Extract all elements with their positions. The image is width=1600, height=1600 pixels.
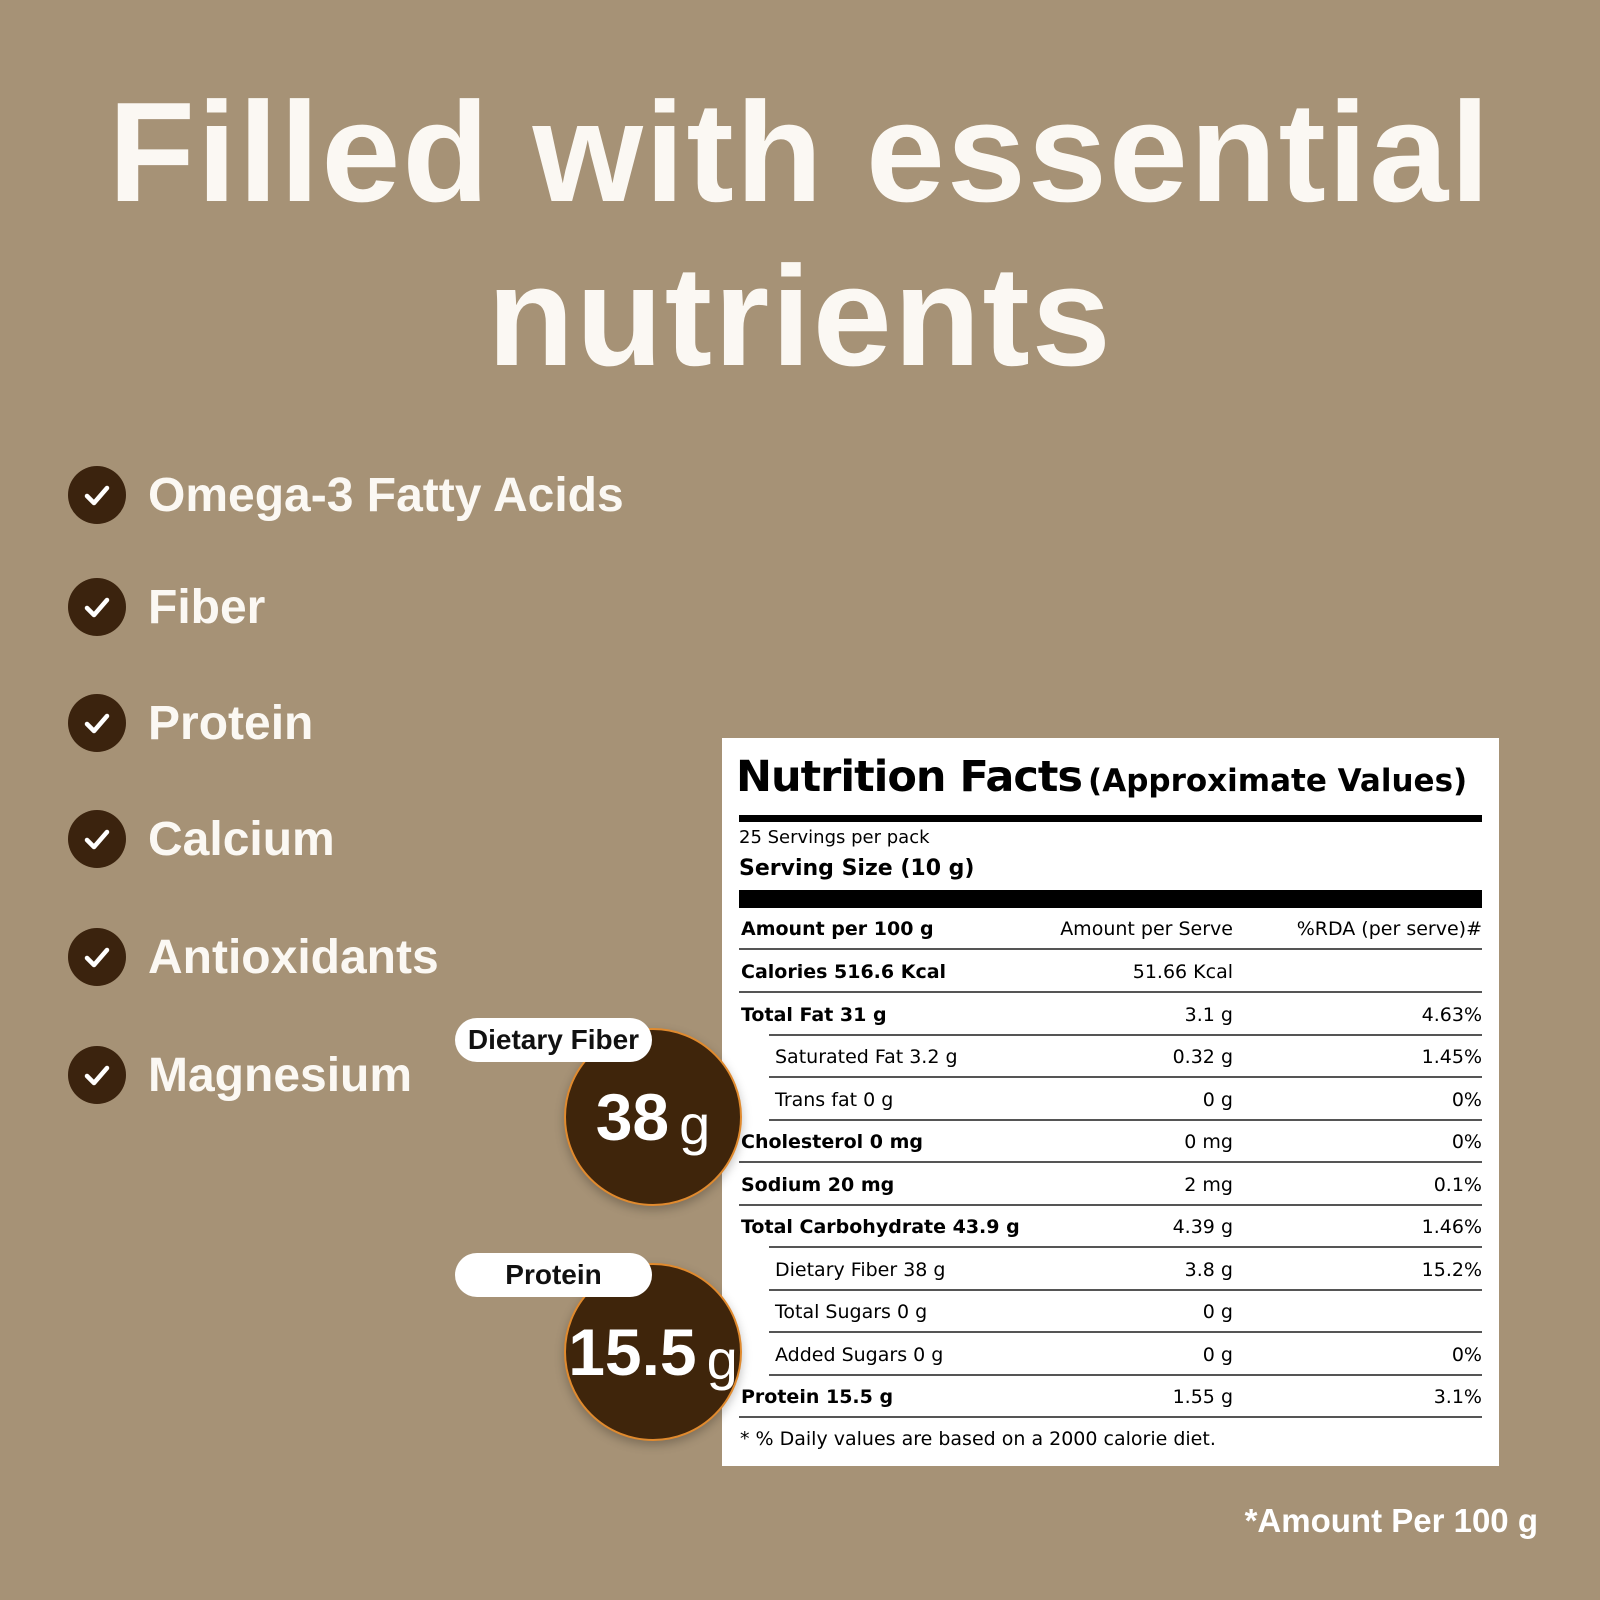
amount-per-serve: 0 g	[1202, 1343, 1233, 1366]
rda-percent: 15.2%	[1421, 1258, 1482, 1281]
checklist-label: Magnesium	[148, 1048, 413, 1102]
row-divider	[769, 1373, 1482, 1376]
amount-per-serve: 51.66 Kcal	[1132, 961, 1233, 983]
nutrient-name: Total Fat 31 g	[741, 1003, 887, 1026]
checklist-item: Fiber	[68, 578, 265, 636]
table-row: Sodium 20 mg 2 mg 0.1%	[739, 1164, 1482, 1206]
amount-per-serve: 4.39 g	[1172, 1216, 1233, 1238]
amount-per-serve: 0 g	[1202, 1088, 1233, 1111]
table-row: Dietary Fiber 38 g 3.8 g 15.2%	[739, 1249, 1482, 1291]
amount-note: *Amount Per 100 g	[1244, 1502, 1538, 1539]
nutrition-title-main: Nutrition Facts	[736, 752, 1083, 802]
table-row: Calories 516.6 Kcal 51.66 Kcal	[739, 951, 1482, 993]
amount-per-serve: 0.32 g	[1172, 1046, 1233, 1068]
checklist-item: Antioxidants	[68, 928, 439, 986]
header-per-100g: Amount per 100 g	[741, 918, 934, 940]
rda-percent: 3.1%	[1433, 1386, 1482, 1408]
nutrient-name: Calories 516.6 Kcal	[741, 961, 947, 983]
servings-per-pack: 25 Servings per pack	[739, 827, 930, 848]
rda-percent: 0.1%	[1433, 1173, 1482, 1196]
footnote: * % Daily values are based on a 2000 cal…	[740, 1428, 1216, 1450]
headline-line-2: nutrients	[487, 237, 1113, 396]
nutrient-name: Total Sugars 0 g	[775, 1301, 928, 1323]
row-divider	[739, 1203, 1482, 1206]
nutrient-name: Protein 15.5 g	[741, 1386, 894, 1408]
nutrient-name: Dietary Fiber 38 g	[775, 1258, 946, 1281]
checklist-item: Calcium	[68, 810, 335, 868]
table-row: Total Carbohydrate 43.9 g 4.39 g 1.46%	[739, 1206, 1482, 1248]
amount-per-serve: 2 mg	[1184, 1173, 1233, 1196]
amount-per-serve: 3.1 g	[1184, 1003, 1233, 1026]
check-icon	[68, 810, 126, 868]
row-divider	[769, 1076, 1482, 1078]
amount-per-serve: 3.8 g	[1184, 1258, 1233, 1281]
nutrient-name: Cholesterol 0 mg	[741, 1131, 923, 1153]
nutrition-title: Nutrition Facts (Approximate Values)	[736, 752, 1467, 802]
check-icon	[68, 928, 126, 986]
checklist-label: Omega-3 Fatty Acids	[148, 468, 624, 522]
checklist-item: Omega-3 Fatty Acids	[68, 466, 624, 524]
table-row: Total Fat 31 g 3.1 g 4.63%	[739, 994, 1482, 1036]
header-rda: %RDA (per serve)#	[1296, 918, 1482, 940]
checklist-label: Protein	[148, 696, 314, 750]
highlight-value: 38	[595, 1080, 670, 1154]
amount-per-serve: 0 mg	[1184, 1131, 1233, 1153]
table-row: Protein 15.5 g 1.55 g 3.1%	[739, 1376, 1482, 1418]
row-divider	[769, 1118, 1482, 1121]
row-divider	[769, 1033, 1482, 1036]
rda-percent: 0%	[1451, 1088, 1482, 1111]
nutrient-name: Added Sugars 0 g	[775, 1343, 944, 1366]
nutrient-name: Trans fat 0 g	[775, 1088, 894, 1111]
nutrient-name: Saturated Fat 3.2 g	[775, 1046, 958, 1068]
row-divider	[739, 991, 1482, 993]
row-divider	[739, 1416, 1482, 1418]
nutrient-name: Sodium 20 mg	[741, 1173, 895, 1196]
highlight-unit: g	[706, 1327, 738, 1391]
check-icon	[68, 578, 126, 636]
nutrient-name: Total Carbohydrate 43.9 g	[741, 1216, 1020, 1238]
rda-percent: 1.46%	[1421, 1216, 1482, 1238]
serving-size: Serving Size (10 g)	[739, 856, 975, 881]
nutrition-title-sub: (Approximate Values)	[1088, 763, 1468, 799]
checklist-label: Antioxidants	[148, 930, 439, 984]
row-divider	[739, 1161, 1482, 1163]
rda-percent: 4.63%	[1421, 1003, 1482, 1026]
highlight-label: Dietary Fiber	[455, 1018, 652, 1062]
checklist-label: Calcium	[148, 812, 335, 866]
table-row: Trans fat 0 g 0 g 0%	[739, 1079, 1482, 1121]
row-divider	[739, 948, 1482, 950]
header-per-serve: Amount per Serve	[1060, 918, 1233, 940]
amount-per-serve: 1.55 g	[1172, 1386, 1233, 1408]
row-divider	[769, 1331, 1482, 1333]
checklist-label: Fiber	[148, 580, 266, 634]
check-icon	[68, 1046, 126, 1104]
table-row: Added Sugars 0 g 0 g 0%	[739, 1334, 1482, 1376]
highlight-value: 15.5	[568, 1315, 697, 1389]
rda-percent: 0%	[1451, 1343, 1482, 1366]
row-divider	[769, 1288, 1482, 1291]
rda-percent: 1.45%	[1421, 1046, 1482, 1068]
rda-percent: 0%	[1451, 1131, 1482, 1153]
highlight-label: Protein	[455, 1253, 652, 1297]
nutrition-facts-panel: Nutrition Facts (Approximate Values) 25 S…	[722, 738, 1499, 1466]
checklist-item: Protein	[68, 694, 313, 752]
highlight-unit: g	[679, 1092, 711, 1156]
table-row: Saturated Fat 3.2 g 0.32 g 1.45%	[739, 1036, 1482, 1078]
divider-heavy	[739, 890, 1482, 908]
table-header: Amount per 100 g Amount per Serve %RDA (…	[739, 908, 1482, 950]
table-row: Total Sugars 0 g 0 g	[739, 1291, 1482, 1333]
divider-thick	[739, 815, 1482, 822]
table-row: Cholesterol 0 mg 0 mg 0%	[739, 1121, 1482, 1163]
amount-per-serve: 0 g	[1202, 1301, 1233, 1323]
row-divider	[769, 1246, 1482, 1248]
checklist-item: Magnesium	[68, 1046, 412, 1104]
check-icon	[68, 466, 126, 524]
headline-line-1: Filled with essential	[108, 73, 1492, 232]
check-icon	[68, 694, 126, 752]
